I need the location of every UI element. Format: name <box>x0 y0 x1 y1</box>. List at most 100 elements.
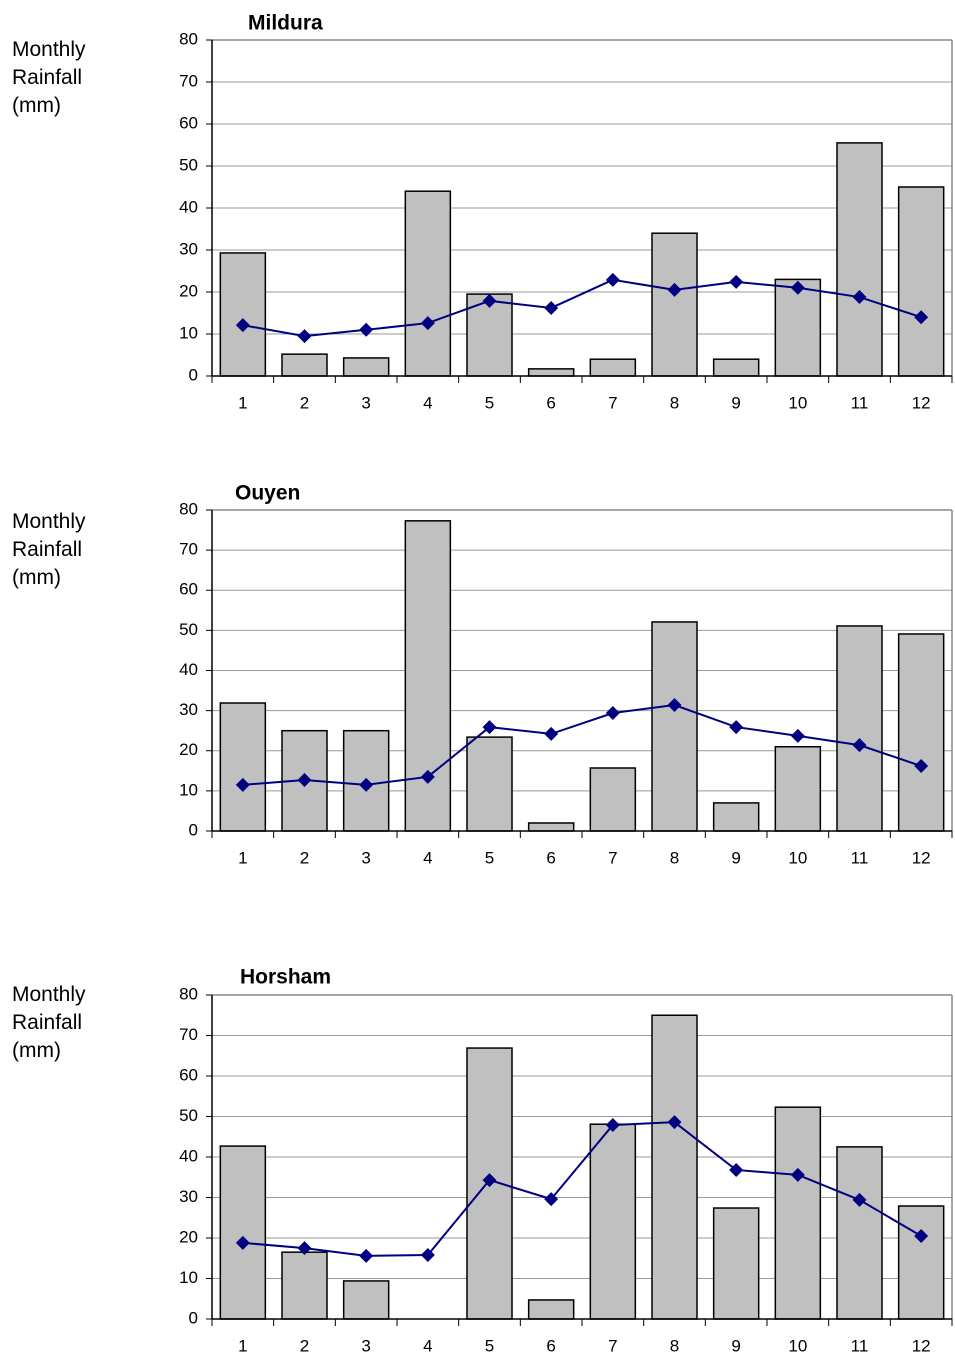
y-tick-label: 80 <box>179 984 198 1003</box>
bar <box>897 633 945 832</box>
line-marker <box>359 777 374 792</box>
line-marker <box>852 1192 867 1207</box>
y-tick-label: 20 <box>179 281 198 300</box>
bar <box>219 702 267 832</box>
line-marker <box>544 300 559 315</box>
line <box>242 703 922 786</box>
y-tick-label: 80 <box>179 499 198 518</box>
x-tick-label: 4 <box>423 848 432 867</box>
line-marker <box>852 738 867 753</box>
x-tick-label: 8 <box>670 848 679 867</box>
bar <box>404 190 452 377</box>
x-tick-label: 2 <box>300 1336 309 1353</box>
bar <box>897 186 945 377</box>
bar <box>651 1014 698 1320</box>
line-marker <box>914 1228 929 1243</box>
bar <box>281 353 328 377</box>
y-tick-label: 80 <box>179 29 198 48</box>
x-tick-label: 3 <box>361 393 370 412</box>
x-tick-label: 5 <box>485 1336 494 1353</box>
bar <box>774 1106 822 1320</box>
x-tick-label: 11 <box>851 393 869 412</box>
line-marker <box>790 280 805 295</box>
bar <box>774 278 822 377</box>
line-marker <box>790 1167 805 1182</box>
y-tick-label: 50 <box>179 1106 198 1125</box>
bar <box>466 736 513 832</box>
y-tick-label: 70 <box>179 540 198 559</box>
line <box>242 278 922 338</box>
y-tick-label: 10 <box>179 1268 198 1287</box>
x-tick-label: 12 <box>912 393 931 412</box>
bar <box>404 520 452 832</box>
y-tick-label: 70 <box>179 1025 198 1044</box>
x-tick-label: 12 <box>912 848 931 867</box>
line-marker <box>482 720 497 735</box>
line-marker <box>297 1241 312 1256</box>
y-tick-label: 10 <box>179 780 198 799</box>
bar <box>712 802 760 832</box>
bar <box>527 822 575 832</box>
y-tick-label: 30 <box>179 700 198 719</box>
x-tick-label: 11 <box>851 1336 869 1353</box>
x-tick-label: 2 <box>300 848 309 867</box>
line-marker <box>852 290 867 305</box>
bar <box>651 621 698 832</box>
line-marker <box>667 698 682 713</box>
y-tick-label: 0 <box>189 820 198 839</box>
bar <box>342 357 390 377</box>
bar <box>897 1205 945 1320</box>
x-tick-label: 6 <box>546 393 555 412</box>
bar <box>836 625 883 832</box>
y-tick-label: 40 <box>179 197 198 216</box>
y-axis-label: Monthly Rainfall (mm) <box>12 38 86 117</box>
line-marker <box>667 1115 682 1130</box>
line-marker <box>790 728 805 743</box>
y-tick-label: 40 <box>179 1146 198 1165</box>
line-marker <box>914 758 929 773</box>
y-tick-label: 50 <box>179 620 198 639</box>
x-tick-label: 5 <box>485 848 494 867</box>
line-marker <box>482 293 497 308</box>
x-tick-label: 3 <box>361 848 370 867</box>
bar <box>527 368 575 377</box>
y-tick-label: 20 <box>179 1227 198 1246</box>
line-marker <box>297 329 312 344</box>
line-marker <box>729 274 744 289</box>
x-tick-label: 10 <box>788 393 807 412</box>
y-tick-label: 30 <box>179 239 198 258</box>
bar <box>589 767 637 832</box>
x-tick-label: 3 <box>361 1336 370 1353</box>
line-marker <box>544 726 559 741</box>
line-marker <box>420 316 435 331</box>
chart-title: Horsham <box>240 966 331 989</box>
bar <box>774 745 822 832</box>
line-marker <box>605 272 620 287</box>
line-marker <box>482 1173 497 1188</box>
x-tick-label: 1 <box>238 393 247 412</box>
x-tick-label: 7 <box>608 848 617 867</box>
y-tick-label: 0 <box>189 1308 198 1327</box>
bar <box>712 1207 760 1320</box>
x-tick-label: 1 <box>238 1336 247 1353</box>
bar <box>589 358 637 377</box>
x-tick-label: 2 <box>300 393 309 412</box>
y-tick-label: 60 <box>179 113 198 132</box>
y-tick-label: 10 <box>179 323 198 342</box>
y-tick-label: 50 <box>179 155 198 174</box>
bar <box>219 1145 267 1320</box>
line-marker <box>544 1192 559 1207</box>
x-tick-label: 11 <box>851 848 869 867</box>
x-tick-label: 8 <box>670 1336 679 1353</box>
bar <box>342 1280 390 1320</box>
line-marker <box>605 706 620 721</box>
x-tick-label: 12 <box>912 1336 931 1353</box>
x-tick-label: 5 <box>485 393 494 412</box>
line-marker <box>235 1235 250 1250</box>
y-tick-label: 30 <box>179 1187 198 1206</box>
x-tick-label: 9 <box>731 1336 740 1353</box>
line-marker <box>297 773 312 788</box>
bar <box>589 1123 637 1320</box>
